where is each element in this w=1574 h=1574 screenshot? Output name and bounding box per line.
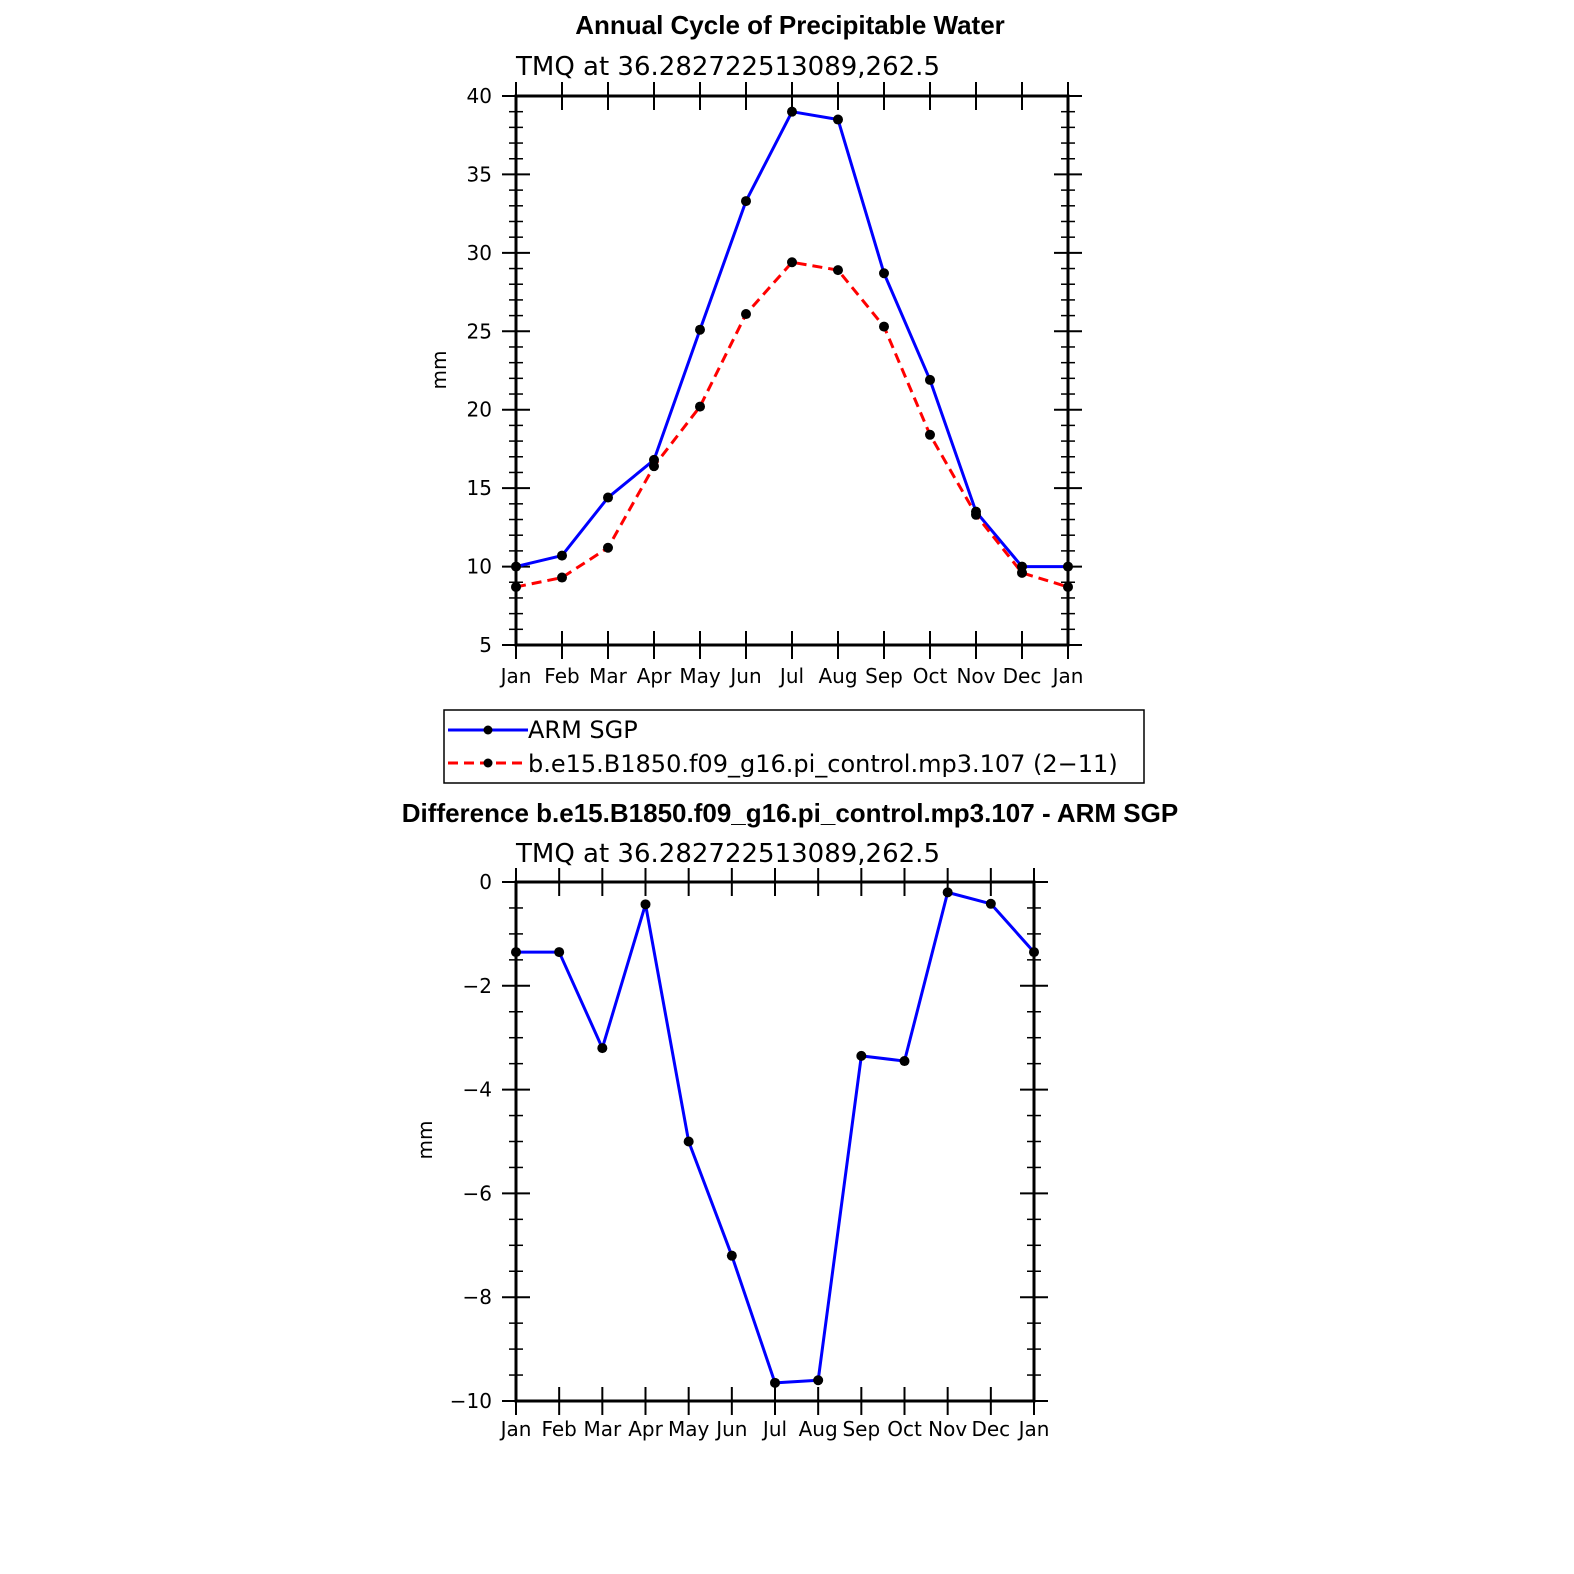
legend-marker-arm-sgp bbox=[483, 725, 493, 735]
legend-label-model: b.e15.B1850.f09_g16.pi_control.mp3.107 (… bbox=[528, 750, 1118, 778]
x-tick-label: Mar bbox=[583, 1417, 622, 1441]
x-tick-label: Oct bbox=[887, 1417, 922, 1441]
series-line-1 bbox=[515, 260, 1069, 589]
data-point bbox=[603, 542, 613, 553]
data-point bbox=[649, 461, 659, 472]
data-point bbox=[640, 899, 651, 910]
y-tick-label: 25 bbox=[467, 319, 492, 343]
y-tick-label: −6 bbox=[463, 1181, 492, 1205]
data-point bbox=[603, 492, 613, 503]
chart-subtitle: TMQ at 36.282722513089,262.5 bbox=[515, 52, 940, 82]
data-point bbox=[554, 947, 565, 958]
x-tick-label: Nov bbox=[928, 1417, 967, 1441]
data-point bbox=[833, 265, 843, 276]
y-tick-label: −4 bbox=[463, 1078, 492, 1102]
y-tick-label: −8 bbox=[463, 1285, 492, 1309]
x-tick-label: Feb bbox=[541, 1417, 576, 1441]
x-tick-label: Apr bbox=[637, 664, 672, 688]
x-tick-label: Aug bbox=[818, 664, 857, 688]
data-point bbox=[726, 1250, 737, 1261]
data-point bbox=[787, 257, 797, 268]
data-point bbox=[1029, 947, 1039, 958]
data-point bbox=[985, 898, 996, 909]
chart-subtitle: TMQ at 36.282722513089,262.5 bbox=[515, 839, 940, 869]
y-tick-label: −10 bbox=[450, 1389, 492, 1413]
x-tick-label: Jun bbox=[728, 664, 761, 688]
legend-marker-model bbox=[483, 758, 493, 768]
x-tick-label: May bbox=[679, 664, 721, 688]
y-tick-label: 30 bbox=[467, 241, 492, 265]
data-point bbox=[695, 324, 705, 335]
chart-title: Annual Cycle of Precipitable Water bbox=[575, 10, 1005, 40]
chart-title: Difference b.e15.B1850.f09_g16.pi_contro… bbox=[402, 798, 1178, 828]
series-line-0 bbox=[515, 110, 1068, 569]
data-point bbox=[557, 550, 567, 561]
data-point bbox=[683, 1136, 694, 1147]
x-tick-label: Jan bbox=[1051, 664, 1084, 688]
data-point bbox=[695, 401, 705, 412]
y-tick-label: 40 bbox=[467, 84, 492, 108]
data-point bbox=[942, 887, 953, 898]
series-line-0 bbox=[516, 890, 1036, 1385]
data-point bbox=[1017, 567, 1027, 578]
y-tick-label: 35 bbox=[467, 162, 492, 186]
data-point bbox=[1063, 561, 1073, 572]
y-axis-label: mm bbox=[427, 351, 451, 390]
data-point bbox=[597, 1043, 608, 1054]
data-point bbox=[770, 1377, 780, 1388]
x-tick-label: Sep bbox=[842, 1417, 880, 1441]
x-tick-label: Aug bbox=[799, 1417, 838, 1441]
y-tick-label: 5 bbox=[479, 633, 492, 657]
y-tick-label: 0 bbox=[479, 870, 492, 894]
data-point bbox=[879, 268, 889, 279]
x-tick-label: Jan bbox=[499, 664, 532, 688]
y-tick-label: −2 bbox=[463, 974, 492, 998]
annual-cycle-chart: Annual Cycle of Precipitable Water TMQ a… bbox=[427, 10, 1083, 688]
x-tick-label: Feb bbox=[544, 664, 579, 688]
data-point bbox=[925, 429, 935, 440]
x-tick-label: Jul bbox=[761, 1417, 787, 1441]
data-point bbox=[511, 561, 521, 572]
data-point bbox=[879, 321, 889, 332]
x-tick-label: Nov bbox=[956, 664, 995, 688]
data-point bbox=[741, 309, 751, 320]
data-point bbox=[925, 374, 935, 385]
y-axis-label: mm bbox=[413, 1121, 437, 1160]
data-point bbox=[557, 572, 567, 583]
data-point bbox=[511, 581, 521, 592]
x-tick-label: Jul bbox=[778, 664, 804, 688]
data-point bbox=[741, 196, 751, 207]
y-tick-label: 20 bbox=[467, 398, 492, 422]
y-tick-label: 15 bbox=[467, 476, 492, 500]
x-tick-label: May bbox=[668, 1417, 710, 1441]
data-point bbox=[833, 114, 843, 125]
data-point bbox=[511, 947, 521, 958]
x-tick-label: Dec bbox=[971, 1417, 1010, 1441]
legend: ARM SGP b.e15.B1850.f09_g16.pi_control.m… bbox=[443, 709, 1145, 784]
x-tick-label: Sep bbox=[865, 664, 903, 688]
x-tick-label: Jun bbox=[714, 1417, 747, 1441]
data-point bbox=[787, 106, 797, 117]
data-point bbox=[856, 1050, 867, 1061]
x-tick-label: Apr bbox=[628, 1417, 663, 1441]
x-tick-label: Jan bbox=[1017, 1417, 1050, 1441]
data-point bbox=[1063, 581, 1073, 592]
x-tick-label: Jan bbox=[499, 1417, 532, 1441]
data-point bbox=[899, 1056, 910, 1067]
x-tick-label: Dec bbox=[1003, 664, 1042, 688]
data-point bbox=[971, 509, 981, 520]
x-tick-label: Oct bbox=[913, 664, 948, 688]
plot-frame bbox=[514, 880, 1036, 1403]
legend-box bbox=[443, 709, 1145, 784]
difference-chart: Difference b.e15.B1850.f09_g16.pi_contro… bbox=[402, 798, 1178, 1441]
y-tick-label: 10 bbox=[467, 555, 492, 579]
data-point bbox=[813, 1375, 824, 1386]
legend-label-arm-sgp: ARM SGP bbox=[528, 716, 638, 744]
x-tick-label: Mar bbox=[589, 664, 628, 688]
plot-frame bbox=[514, 94, 1070, 647]
